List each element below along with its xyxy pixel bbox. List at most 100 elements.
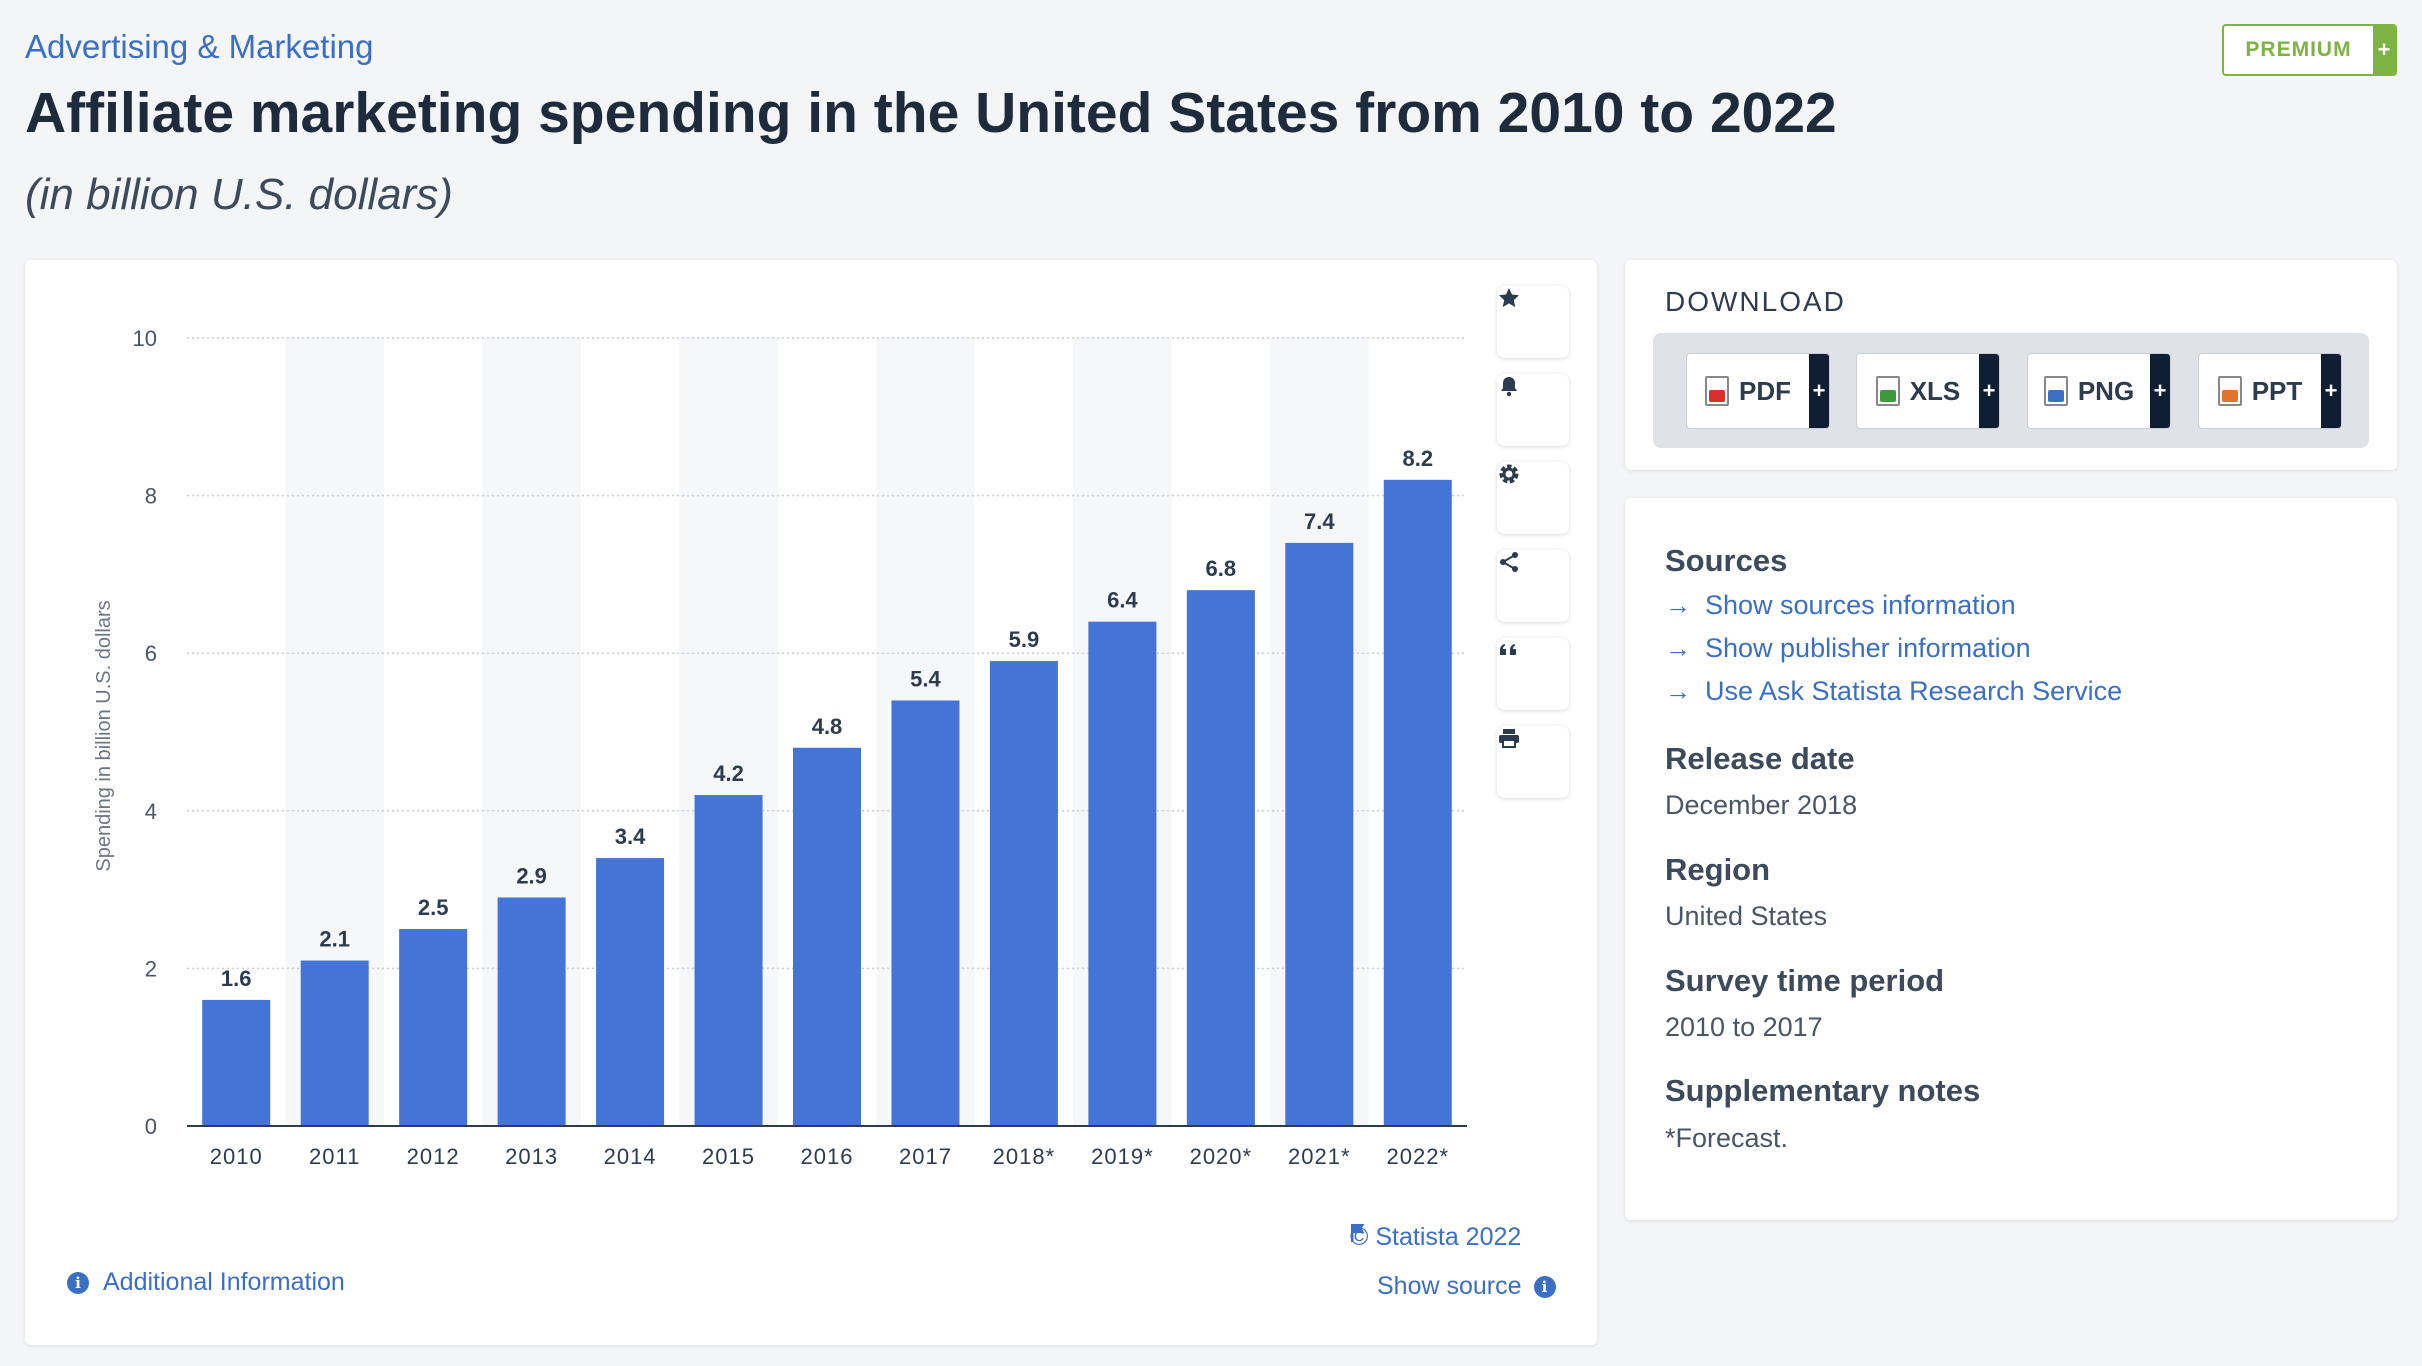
bar — [1383, 479, 1452, 1127]
pdf-label: PDF — [1739, 375, 1791, 406]
region-value: United States — [1665, 901, 1828, 931]
bar-value-label: 6.8 — [1206, 556, 1237, 581]
info-icon: i — [67, 1271, 89, 1294]
bar-value-label: 7.4 — [1304, 509, 1335, 534]
arrow-right-icon: → — [1665, 633, 1691, 663]
print-button[interactable] — [1497, 726, 1569, 798]
arrow-right-icon: → — [1665, 590, 1691, 620]
bar — [989, 661, 1058, 1126]
page-title: Affiliate marketing spending in the Unit… — [25, 81, 1837, 145]
flag-icon — [1351, 1224, 1365, 1242]
y-tick-label: 10 — [133, 326, 157, 351]
x-tick-label: 2018* — [993, 1144, 1056, 1169]
additional-information-link[interactable]: i Additional Information — [67, 1268, 345, 1297]
x-tick-label: 2010 — [210, 1144, 263, 1169]
favorite-button[interactable] — [1497, 286, 1569, 358]
bar — [300, 960, 369, 1126]
y-tick-label: 8 — [145, 484, 157, 509]
bar — [1285, 542, 1354, 1126]
bar — [497, 897, 566, 1126]
download-png-button[interactable]: PNG + — [2027, 353, 2171, 429]
download-buttons: PDF + XLS + PNG + PPT + — [1653, 333, 2369, 448]
plus-icon: + — [2150, 354, 2170, 428]
survey-period-value: 2010 to 2017 — [1665, 1012, 1823, 1042]
bar-value-label: 2.9 — [516, 863, 547, 888]
plus-icon: + — [2321, 354, 2341, 428]
sources-heading: Sources — [1665, 543, 1788, 578]
bar-value-label: 3.4 — [615, 824, 646, 849]
show-publisher-text: Show publisher information — [1705, 633, 2031, 663]
show-publisher-link[interactable]: → Show publisher information — [1665, 633, 2031, 664]
bar-value-label: 5.9 — [1009, 627, 1040, 652]
bar-value-label: 6.4 — [1107, 588, 1138, 613]
bar-value-label: 1.6 — [221, 966, 252, 991]
bell-icon — [1501, 377, 1517, 397]
bar-value-label: 8.2 — [1402, 446, 1433, 471]
settings-button[interactable] — [1497, 462, 1569, 534]
show-sources-link[interactable]: → Show sources information — [1665, 590, 2016, 621]
premium-plus-icon: + — [2373, 26, 2395, 74]
bar — [1088, 621, 1157, 1126]
additional-information-text: Additional Information — [103, 1268, 345, 1296]
premium-badge[interactable]: PREMIUM + — [2222, 24, 2397, 76]
copyright-link[interactable]: © Statista 2022 — [1350, 1223, 1521, 1252]
cite-button[interactable] — [1497, 638, 1569, 710]
release-date-heading: Release date — [1665, 741, 1855, 776]
png-label: PNG — [2077, 375, 2135, 406]
download-ppt-button[interactable]: PPT + — [2198, 353, 2342, 429]
supplementary-notes-heading: Supplementary notes — [1665, 1073, 1981, 1108]
x-tick-label: 2014 — [604, 1144, 657, 1169]
y-tick-label: 4 — [145, 799, 157, 824]
x-tick-label: 2012 — [407, 1144, 460, 1169]
quote-icon — [1500, 644, 1516, 655]
show-source-link[interactable]: Show source i — [1377, 1272, 1556, 1301]
research-service-text: Use Ask Statista Research Service — [1705, 676, 2123, 706]
survey-period-heading: Survey time period — [1665, 963, 1945, 998]
share-button[interactable] — [1497, 550, 1569, 622]
print-icon — [1499, 729, 1519, 748]
copyright-text: © Statista 2022 — [1350, 1223, 1522, 1251]
premium-label: PREMIUM — [2245, 38, 2352, 61]
bar — [694, 795, 763, 1126]
y-tick-label: 0 — [145, 1114, 157, 1139]
download-card: DOWNLOAD PDF + XLS + PNG + PPT + — [1625, 260, 2397, 470]
bar-value-label: 2.1 — [319, 927, 350, 952]
release-date-value: December 2018 — [1665, 790, 1858, 820]
x-tick-label: 2022* — [1387, 1144, 1450, 1169]
pdf-file-icon — [1705, 376, 1729, 406]
y-axis-label: Spending in billion U.S. dollars — [93, 600, 115, 871]
download-title: DOWNLOAD — [1665, 286, 1846, 317]
info-card: Sources → Show sources information → Sho… — [1625, 498, 2397, 1220]
plus-icon: + — [1979, 354, 1999, 428]
research-service-link[interactable]: → Use Ask Statista Research Service — [1665, 676, 2122, 707]
x-tick-label: 2019* — [1091, 1144, 1154, 1169]
x-tick-label: 2015 — [702, 1144, 755, 1169]
download-pdf-button[interactable]: PDF + — [1686, 353, 1830, 429]
x-tick-label: 2013 — [505, 1144, 558, 1169]
x-tick-label: 2016 — [801, 1144, 854, 1169]
download-xls-button[interactable]: XLS + — [1856, 353, 2000, 429]
region-heading: Region — [1665, 852, 1771, 887]
arrow-right-icon: → — [1665, 676, 1691, 706]
ppt-label: PPT — [2251, 375, 2303, 406]
bar-chart: 0 2 4 6 8 10 Spending in billion U.S. dollars 1… — [93, 326, 1467, 1169]
supplementary-notes-value: *Forecast. — [1665, 1123, 1789, 1153]
bar-value-label: 2.5 — [418, 895, 449, 920]
plus-icon: + — [1809, 354, 1829, 428]
share-icon — [1500, 552, 1518, 572]
x-tick-label: 2020* — [1190, 1144, 1253, 1169]
x-tick-label: 2021* — [1288, 1144, 1351, 1169]
xls-label: XLS — [1909, 375, 1961, 406]
show-sources-text: Show sources information — [1705, 590, 2016, 620]
x-tick-label: 2011 — [309, 1144, 360, 1169]
y-tick-label: 6 — [145, 641, 157, 666]
info-icon: i — [1533, 1275, 1556, 1298]
x-tick-label: 2017 — [899, 1144, 952, 1169]
gear-icon — [1499, 464, 1519, 484]
notification-button[interactable] — [1497, 374, 1569, 446]
bar — [596, 858, 665, 1126]
bar — [891, 700, 960, 1126]
bar — [793, 747, 861, 1126]
breadcrumb[interactable]: Advertising & Marketing — [25, 28, 374, 65]
bar-value-label: 4.2 — [713, 761, 744, 786]
